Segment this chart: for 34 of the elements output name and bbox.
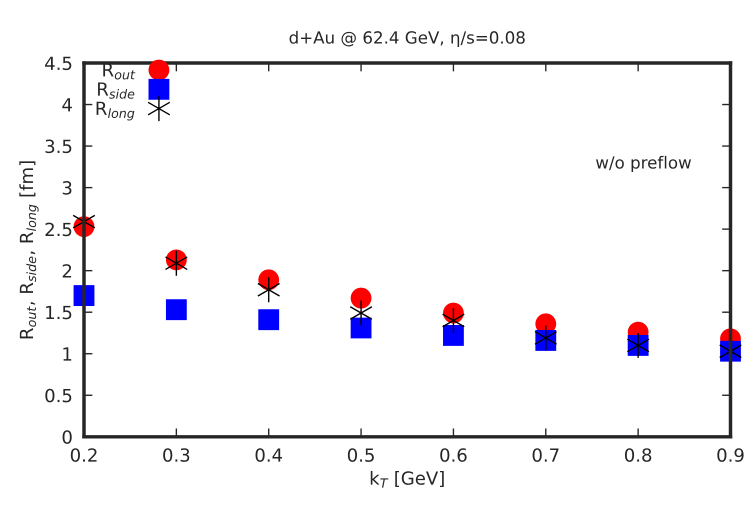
y-tick-label: 2 (62, 264, 72, 278)
point (258, 309, 280, 330)
x-tick-label: 0.5 (348, 448, 374, 462)
y-tick-label: 0.5 (45, 388, 72, 402)
annotation: w/o preflow (596, 156, 692, 172)
point (350, 318, 372, 338)
x-tick-label: 0.3 (163, 448, 190, 462)
x-tick-label: 0.7 (532, 448, 559, 462)
point (350, 300, 373, 326)
x-axis-title: k$_{T}$ [GeV] (370, 470, 444, 488)
y-tick-label: 3.5 (46, 140, 72, 154)
chart-title: d+Au @ 62.4 GeV, η/s=0.08 (290, 30, 525, 48)
point (257, 276, 280, 303)
y-tick-label: 3 (62, 181, 72, 195)
point (442, 307, 465, 334)
point (443, 325, 464, 346)
x-tick-label: 0.8 (624, 448, 652, 462)
y-tick-label: 4.5 (45, 56, 72, 70)
y-tick-label: 1.5 (46, 306, 72, 320)
y-tick-label: 2.5 (46, 222, 72, 236)
x-tick-label: 0.4 (256, 448, 282, 462)
legend-label: R$_{side}$ (98, 82, 134, 99)
legend-label: R$_{long}$ (96, 102, 134, 120)
y-tick-label: 4 (62, 98, 72, 112)
x-tick-label: 0.6 (440, 448, 467, 462)
point (164, 250, 188, 276)
x-tick-label: 0.2 (70, 448, 97, 462)
y-tick-label: 0 (62, 430, 72, 444)
x-tick-label: 0.9 (717, 448, 744, 462)
y-axis-title: R$_{out}$, R$_{side}$, R$_{long}$ [fm] (19, 161, 39, 338)
y-tick-label: 1 (63, 347, 72, 361)
point (166, 299, 187, 320)
point (350, 288, 372, 308)
point (534, 324, 558, 352)
